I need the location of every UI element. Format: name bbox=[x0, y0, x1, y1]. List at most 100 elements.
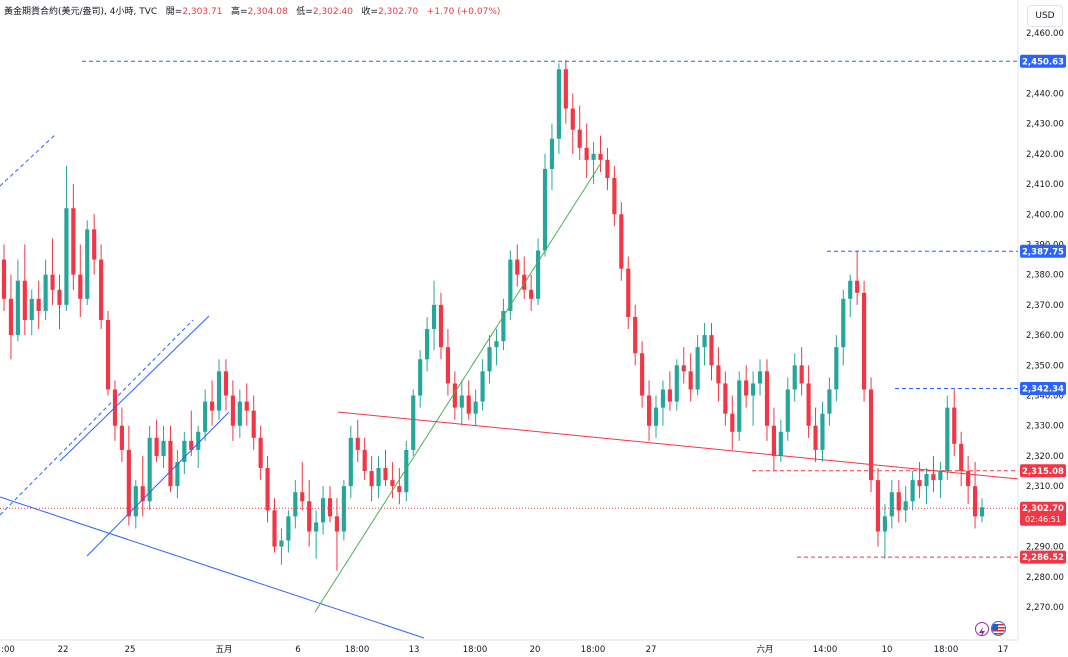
y-tick-label: 2,290.00 bbox=[1026, 543, 1064, 553]
candle-body bbox=[223, 371, 229, 396]
candle-body bbox=[216, 371, 222, 411]
price-axis bbox=[1018, 0, 1068, 657]
candle-body bbox=[605, 159, 610, 179]
candle-body bbox=[640, 353, 645, 396]
candle-body bbox=[862, 292, 867, 390]
candle-body bbox=[203, 401, 208, 432]
candle-body bbox=[210, 401, 215, 411]
candle-body bbox=[71, 208, 76, 275]
candle-body bbox=[258, 437, 263, 469]
candle-body bbox=[924, 474, 929, 487]
price-label-text: 2,286.52 bbox=[1022, 553, 1064, 563]
price-label-text: 2,315.08 bbox=[1022, 467, 1064, 477]
candle-body bbox=[966, 471, 971, 487]
candle-body bbox=[972, 486, 978, 517]
candle-body bbox=[757, 371, 763, 384]
x-tick-label: 五月 bbox=[215, 645, 232, 655]
candle-body bbox=[702, 335, 707, 348]
candle-body bbox=[286, 516, 291, 541]
candle-body bbox=[334, 516, 340, 532]
x-tick-label: 13 bbox=[409, 645, 420, 655]
candle-body bbox=[834, 347, 839, 390]
candle-body bbox=[459, 395, 464, 408]
trend-line-rising-support bbox=[314, 162, 602, 613]
symbol-title: 黃金期貨合約(美元/盎司), 4小時, TVC bbox=[4, 7, 158, 17]
candle-body bbox=[376, 468, 381, 487]
candle-body bbox=[737, 380, 742, 432]
candle-body bbox=[508, 259, 513, 311]
candle-body bbox=[404, 449, 409, 493]
candle-body bbox=[868, 389, 874, 481]
candle-body bbox=[542, 168, 548, 251]
open-value: 2,303.71 bbox=[182, 7, 223, 17]
candle-body bbox=[99, 259, 104, 320]
trend-line-channel-upper bbox=[59, 315, 210, 462]
candle-body bbox=[251, 410, 256, 438]
candle-body bbox=[279, 540, 284, 547]
price-label-box bbox=[1020, 464, 1066, 478]
candle-body bbox=[896, 492, 901, 511]
candle-body bbox=[161, 440, 166, 456]
y-tick-label: 2,440.00 bbox=[1026, 89, 1064, 99]
x-tick-label: 20 bbox=[530, 645, 541, 655]
trend-line-lower-channel-dashed bbox=[0, 319, 194, 516]
candle-body bbox=[64, 208, 69, 305]
candle-body bbox=[744, 380, 749, 396]
candle-body bbox=[119, 425, 124, 450]
candle-body bbox=[445, 347, 450, 384]
y-tick-label: 2,370.00 bbox=[1026, 301, 1064, 311]
candle-body bbox=[723, 383, 728, 414]
y-tick-label: 2,270.00 bbox=[1026, 603, 1064, 613]
trend-line-descending-resistance bbox=[337, 411, 1019, 480]
candle-body bbox=[515, 259, 520, 275]
price-label-text: 2,450.63 bbox=[1022, 57, 1064, 67]
x-tick-label: :00 bbox=[1, 645, 15, 655]
candle-body bbox=[875, 480, 881, 532]
x-tick-label: 27 bbox=[646, 645, 657, 655]
y-tick-label: 2,330.00 bbox=[1026, 422, 1064, 432]
candle-body bbox=[300, 492, 305, 502]
candle-body bbox=[105, 320, 111, 390]
trend-line-channel-lower bbox=[86, 411, 230, 557]
y-tick-label: 2,410.00 bbox=[1026, 180, 1064, 190]
candle-body bbox=[785, 389, 790, 432]
candle-body bbox=[556, 69, 561, 139]
candle-body bbox=[730, 413, 735, 432]
y-tick-label: 2,350.00 bbox=[1026, 361, 1064, 371]
candle-body bbox=[584, 147, 589, 160]
candle-body bbox=[792, 365, 797, 390]
candle-body bbox=[230, 395, 235, 426]
candle-body bbox=[473, 401, 478, 414]
candle-body bbox=[307, 501, 312, 532]
candle-body bbox=[362, 449, 367, 472]
candle-body bbox=[15, 280, 20, 336]
trend-line-upper-channel-dashed bbox=[0, 133, 57, 187]
candle-body bbox=[140, 486, 145, 502]
candle-body bbox=[938, 471, 943, 481]
trend-line-lower-support bbox=[0, 496, 425, 639]
x-tick-label: 六月 bbox=[756, 644, 773, 655]
candle-body bbox=[522, 274, 527, 290]
chart-header: 黃金期貨合約(美元/盎司), 4小時, TVC 開=2,303.71 高=2,3… bbox=[4, 4, 500, 17]
y-tick-label: 2,400.00 bbox=[1026, 210, 1064, 220]
close-label: 收= bbox=[361, 7, 379, 17]
us-flag-icon[interactable] bbox=[991, 621, 1006, 636]
x-tick-label: 18:00 bbox=[934, 645, 959, 655]
candle-body bbox=[633, 316, 638, 354]
candle-body bbox=[674, 365, 679, 402]
currency-button[interactable]: USD bbox=[1027, 5, 1063, 27]
price-label-text: 2,302.70 bbox=[1022, 504, 1064, 514]
candle-body bbox=[29, 298, 34, 320]
x-tick-label: 18:00 bbox=[463, 645, 488, 655]
candle-body bbox=[716, 365, 721, 384]
candle-body bbox=[147, 437, 152, 502]
lightning-icon[interactable] bbox=[975, 622, 989, 637]
candle-body bbox=[452, 383, 457, 408]
low-label: 低= bbox=[296, 7, 313, 17]
candle-body bbox=[536, 250, 541, 299]
price-label-text: 2,342.34 bbox=[1022, 384, 1064, 394]
candle-body bbox=[806, 383, 811, 426]
candle-body bbox=[418, 359, 423, 396]
change-value: +1.70 (+0.07%) bbox=[426, 7, 501, 17]
